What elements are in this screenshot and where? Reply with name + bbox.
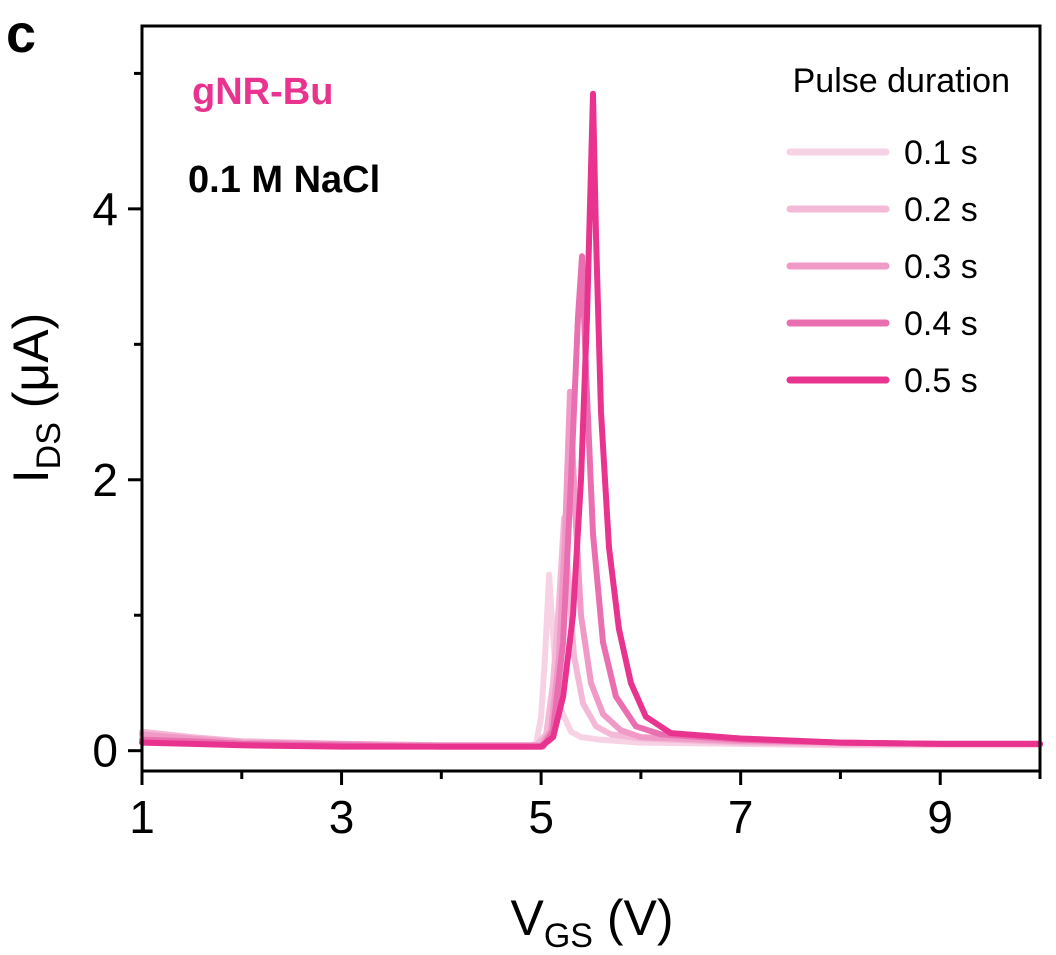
legend-label-5: 0.5 s bbox=[904, 362, 978, 400]
condition-annotation: 0.1 M NaCl bbox=[188, 159, 380, 201]
series-layer bbox=[139, 90, 1043, 750]
legend-title: Pulse duration bbox=[793, 62, 1010, 100]
legend-label-1: 0.1 s bbox=[904, 134, 978, 172]
plot-frame bbox=[140, 24, 1042, 773]
x-tick-label: 5 bbox=[528, 791, 554, 843]
y-axis-title: IDS (μA) bbox=[3, 313, 68, 484]
series-line-5 bbox=[139, 90, 1043, 750]
legend-label-4: 0.4 s bbox=[904, 305, 978, 343]
y-tick-label: 0 bbox=[92, 725, 118, 777]
y-tick-label: 4 bbox=[92, 183, 118, 235]
y-axis-title-main: I bbox=[3, 469, 59, 483]
x-axis-title-main: V bbox=[510, 890, 544, 946]
tick-layer: 1 3 5 7 9 0 2 4 bbox=[92, 71, 1042, 843]
material-annotation: gNR-Bu bbox=[192, 71, 333, 113]
legend-label-2: 0.2 s bbox=[904, 191, 978, 229]
x-tick-label: 9 bbox=[927, 791, 953, 843]
x-tick-label: 1 bbox=[129, 791, 155, 843]
x-axis-title: VGS (V) bbox=[510, 890, 673, 955]
legend-label-3: 0.3 s bbox=[904, 248, 978, 286]
x-axis-title-unit: (V) bbox=[593, 890, 674, 946]
x-tick-label: 7 bbox=[728, 791, 754, 843]
y-tick-label: 2 bbox=[92, 454, 118, 506]
y-axis-title-sub: DS bbox=[30, 422, 68, 469]
legend: Pulse duration 0.1 s 0.2 s 0.3 s 0.4 s 0.5 s bbox=[786, 62, 1010, 400]
panel-label: c bbox=[6, 4, 36, 64]
x-axis-title-sub: GS bbox=[544, 917, 593, 955]
x-tick-label: 3 bbox=[329, 791, 355, 843]
series-line-2 bbox=[139, 514, 1043, 749]
y-axis-title-unit: (μA) bbox=[3, 313, 59, 422]
